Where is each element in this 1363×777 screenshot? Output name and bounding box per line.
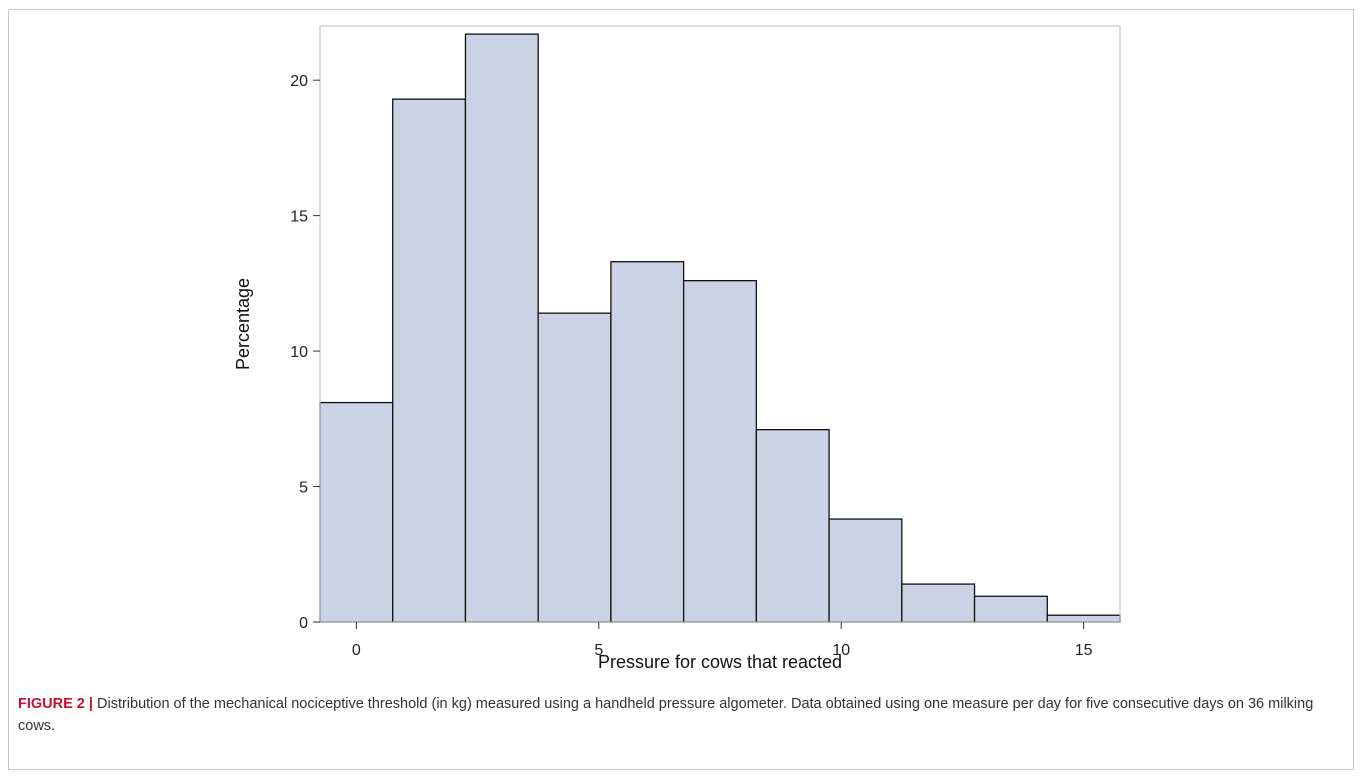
histogram-bar xyxy=(828,518,903,623)
y-tick-label: 0 xyxy=(299,615,308,632)
x-axis: 0 5 10 15 xyxy=(352,622,1093,659)
histogram-bar xyxy=(392,98,467,623)
histogram-bar xyxy=(464,33,539,623)
histogram-bar xyxy=(610,261,685,623)
histogram-bar xyxy=(682,280,758,623)
x-tick-label: 15 xyxy=(1075,642,1093,659)
histogram-bar xyxy=(537,312,612,623)
x-tick-label: 5 xyxy=(594,642,603,659)
histogram-bar xyxy=(319,401,394,623)
y-axis: 0 5 10 15 20 xyxy=(290,73,320,632)
figure-label: FIGURE 2 | xyxy=(18,696,93,712)
x-tick-label: 10 xyxy=(832,642,850,659)
caption-text: Distribution of the mechanical nocicepti… xyxy=(18,696,1314,734)
y-axis-title: Percentage xyxy=(233,278,253,370)
plot-area-border xyxy=(319,25,1121,623)
y-tick-label: 10 xyxy=(290,344,308,361)
histogram-bar xyxy=(1046,614,1121,623)
y-tick-label: 20 xyxy=(290,73,308,90)
x-axis-title: Pressure for cows that reacted xyxy=(598,652,842,672)
y-tick-label: 15 xyxy=(290,209,308,226)
x-tick-label: 0 xyxy=(352,642,361,659)
y-tick-label: 5 xyxy=(299,480,308,497)
histogram-chart: 0 5 10 15 0 5 10 15 20 Pressure for cows that r… xyxy=(233,25,1121,672)
histogram-bar xyxy=(755,429,830,623)
figure-caption: FIGURE 2 | Distribution of the mechanica… xyxy=(18,693,1338,737)
histogram-bar xyxy=(973,595,1048,623)
histogram-bar xyxy=(901,583,976,623)
bars-layer xyxy=(319,33,1121,623)
